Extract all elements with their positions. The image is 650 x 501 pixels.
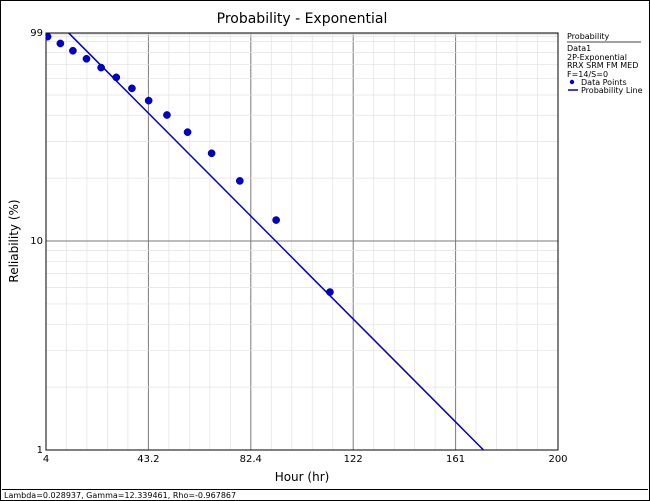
- data-point: [163, 111, 171, 119]
- x-tick-label: 82.4: [240, 454, 262, 465]
- y-axis-ticks: 99 10 1: [30, 28, 43, 456]
- data-point: [144, 96, 153, 105]
- legend-line: 2P-Exponential: [567, 53, 627, 62]
- data-point: [326, 288, 334, 296]
- x-tick-label: 43.2: [137, 454, 159, 465]
- probability-line: [67, 33, 485, 450]
- legend-data-points-marker: [569, 79, 575, 85]
- data-point: [46, 33, 52, 41]
- legend-line: F=14/S=0: [567, 70, 608, 79]
- plot-area-border: [45, 32, 559, 451]
- data-point: [207, 149, 216, 158]
- status-bar: Lambda=0.028937, Gamma=12.339461, Rho=-0…: [2, 489, 648, 500]
- legend: Probability Data1 2P-Exponential RRX SRM…: [567, 32, 643, 95]
- legend-line: Data1: [567, 44, 591, 53]
- y-tick-label: 10: [30, 236, 43, 247]
- data-point: [235, 177, 244, 185]
- data-point: [97, 63, 105, 72]
- data-point: [272, 216, 280, 224]
- plot-content: [46, 33, 485, 450]
- data-point: [82, 54, 91, 63]
- legend-header: Probability: [567, 32, 610, 41]
- x-tick-label: 200: [548, 454, 567, 465]
- x-axis-label: Hour (hr): [275, 470, 330, 484]
- chart-title: Probability - Exponential: [217, 11, 388, 27]
- data-point: [56, 39, 65, 48]
- data-point: [112, 73, 121, 82]
- data-point: [69, 46, 77, 55]
- data-point: [128, 84, 136, 93]
- legend-entry-data-points: Data Points: [581, 78, 627, 87]
- data-point: [183, 128, 192, 136]
- y-axis-label: Reliability (%): [7, 199, 21, 282]
- x-axis-ticks: 4 43.2 82.4 122 161 200: [43, 454, 568, 465]
- probability-chart: Probability - Exponential 4 43.2 82.4 122 16…: [7, 11, 643, 484]
- x-tick-label: 122: [344, 454, 363, 465]
- legend-line: RRX SRM FM MED: [567, 61, 638, 70]
- legend-entry-probability-line: Probability Line: [581, 86, 643, 95]
- y-tick-label: 1: [37, 445, 43, 456]
- x-tick-label: 4: [43, 454, 49, 465]
- plot-grid: [45, 32, 559, 451]
- y-tick-label: 99: [30, 28, 43, 39]
- x-tick-label: 161: [446, 454, 465, 465]
